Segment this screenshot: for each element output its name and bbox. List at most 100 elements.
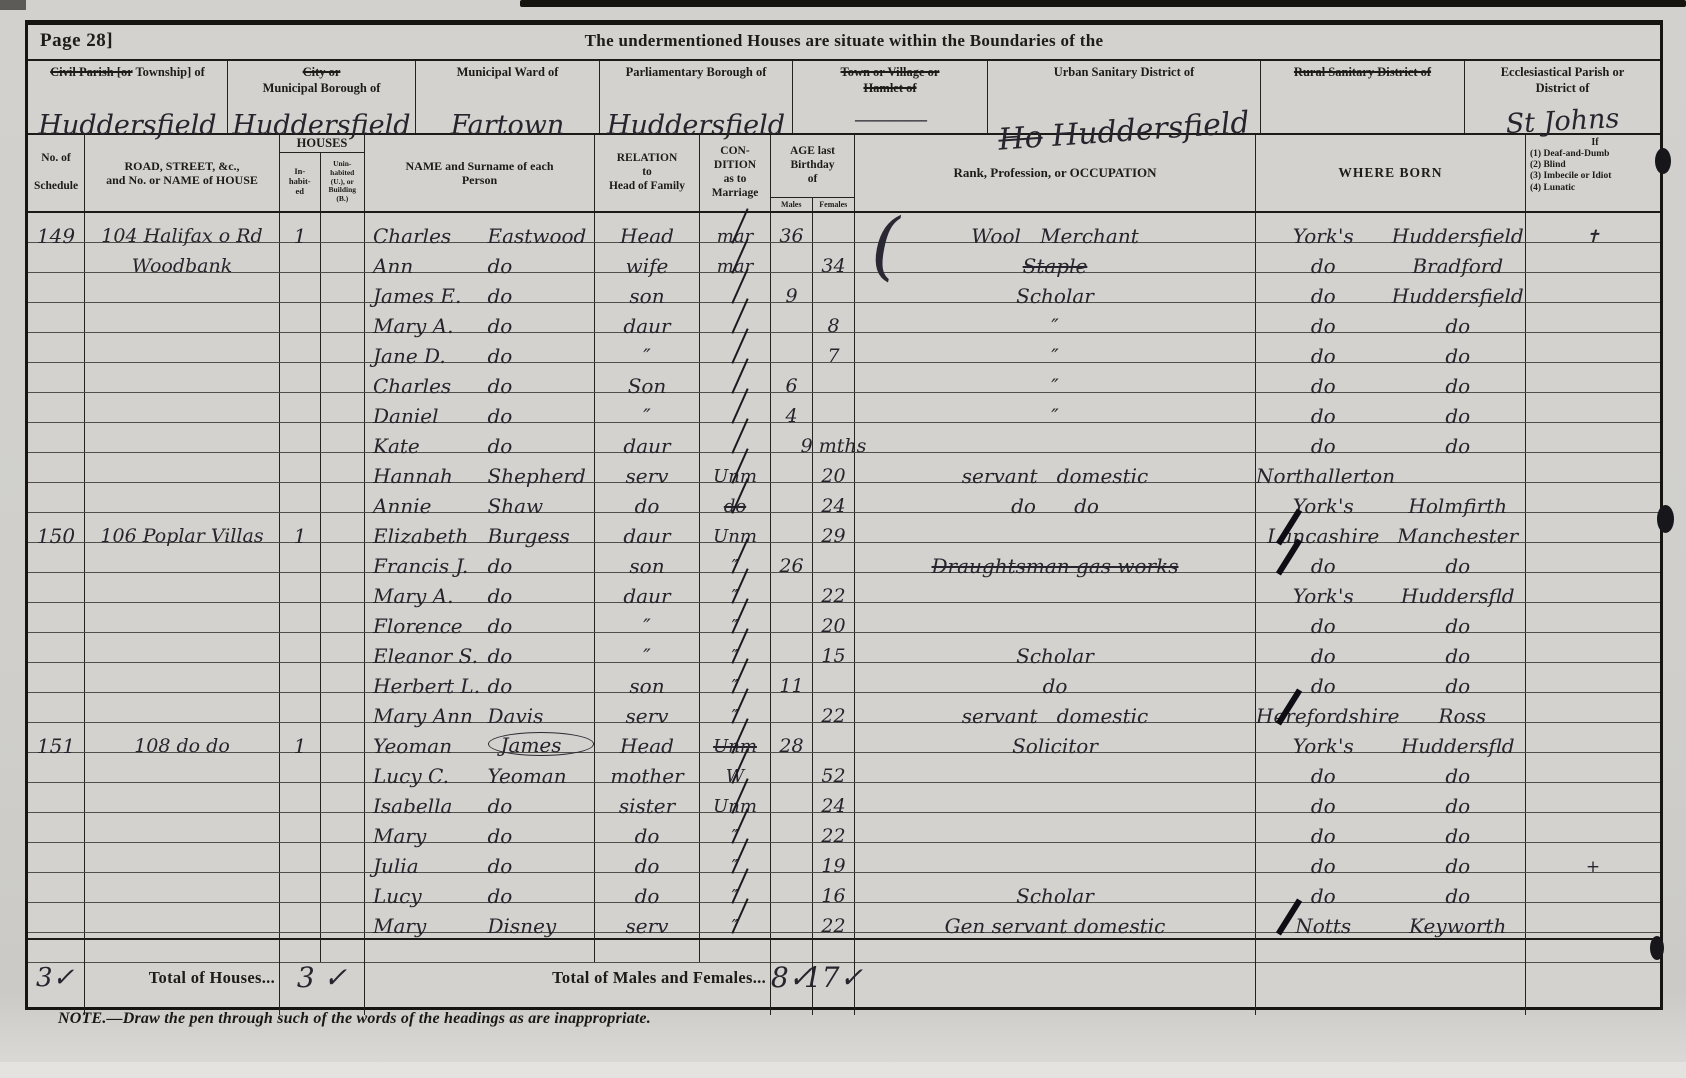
person-given-name: Herbert L. [373, 674, 481, 698]
table-row: Daniel do ″ 4 ″ do do [28, 393, 1660, 428]
table-row: Woodbank Ann do wife mar 34 Staple [28, 243, 1660, 277]
table-row: Florence do ″ ″ 20 do do [28, 603, 1660, 638]
condition-cell [700, 363, 771, 392]
schedule-number: 149 [36, 224, 76, 248]
district-value-text: Huddersfield [232, 110, 411, 141]
occupation-cell: ″ [855, 363, 1256, 396]
where-born-cell: do do [1256, 753, 1526, 786]
person-given-name: Annie [373, 494, 432, 518]
birth-place: Huddersfield [1391, 284, 1524, 308]
occupation-cell [855, 423, 1256, 452]
person-surname: Davis [487, 704, 544, 728]
where-born-cell: do do [1256, 303, 1526, 336]
person-surname: Eastwood [487, 224, 587, 248]
district-headings-row: Civil Parish [or Township] of Huddersfie… [28, 61, 1660, 158]
table-row: Hannah Shepherd serv Unm 20 servant dome… [28, 453, 1660, 488]
relation-to-head: ″ [643, 344, 651, 368]
birth-county: do [1310, 344, 1336, 368]
total-houses-label: Total of Houses... [85, 940, 280, 1015]
houses-uninhabited-cell [321, 483, 365, 512]
where-born-cell: do do [1256, 873, 1526, 906]
occupation-text: ″ [1051, 344, 1059, 368]
district-heading: Rural Sanitary District of [1261, 61, 1464, 81]
district-value-text: St Johns [1504, 103, 1621, 140]
birth-county: do [1310, 314, 1336, 338]
occupation-text: servant domestic [961, 464, 1149, 488]
name-cell: Charles do [365, 363, 595, 396]
birth-place: Manchester [1397, 524, 1519, 548]
relation-to-head: do [634, 854, 660, 878]
district-heading-text: Parliamentary Borough of [625, 65, 767, 79]
total-houses-value: 3 ✓ [280, 940, 365, 1015]
relation-to-head: Head [619, 224, 674, 248]
where-born-cell: Notts Keyworth [1256, 903, 1526, 936]
birth-place: do [1445, 404, 1471, 428]
table-row: Lucy C. Yeoman mother W 52 do do [28, 753, 1660, 786]
person-surname: Burgess [487, 524, 570, 548]
district-heading: City or Municipal Borough of [228, 61, 415, 96]
person-surname: do [487, 344, 513, 368]
district-cell: Rural Sanitary District of [1261, 61, 1465, 133]
person-given-name: Daniel [373, 404, 439, 428]
condition-cell: ″ [700, 903, 771, 936]
where-born-cell: do do [1256, 423, 1526, 456]
district-value-text: Huddersfield [606, 110, 786, 141]
occupation-cell [855, 573, 1256, 602]
colhead-infirmities: If (1) Deaf-and-Dumb (2) Blind (3) Imbec… [1526, 135, 1660, 211]
birth-place: Holmfirth [1408, 494, 1508, 518]
district-value-handwritten: ———— [793, 107, 987, 131]
district-value-text: Fartown [450, 110, 565, 141]
occupation-cell: do [855, 663, 1256, 696]
age-female: 34 [821, 255, 846, 277]
birth-place: do [1445, 554, 1471, 578]
name-cell: Mary Disney [365, 903, 595, 936]
relation-to-head: son [629, 284, 665, 308]
person-surname: do [487, 644, 513, 668]
name-cell: Yeoman James [365, 723, 595, 756]
district-heading-text: Ecclesiastical Parish or District of [1500, 65, 1625, 95]
name-cell: Annie Shaw [365, 483, 595, 516]
district-cell: Ecclesiastical Parish or District of St … [1465, 61, 1660, 140]
name-cell: Julia do [365, 843, 595, 876]
district-value-handwritten: Huddersfield [228, 110, 415, 141]
relation-to-head: daur [623, 434, 671, 458]
where-born-cell: do Huddersfield [1256, 273, 1526, 306]
houses-inhabited-mark: 1 [293, 224, 307, 248]
name-cell [365, 933, 595, 962]
name-cell: James E. do [365, 273, 595, 306]
colhead-inhabited: In- habit- ed [280, 153, 321, 211]
age-female: 24 [821, 495, 846, 517]
houses-uninhabited-cell [321, 723, 365, 752]
houses-uninhabited-cell [321, 873, 365, 902]
condition-cell: ″ [700, 873, 771, 906]
page-number: Page 28] [40, 30, 114, 51]
scan-edge-strip [0, 1062, 1686, 1078]
district-heading-text: Township] of [132, 65, 205, 79]
total-males-value: 8✓ [771, 940, 813, 1015]
occupation-cell: ″ [855, 303, 1256, 336]
table-row: Charles do Son 6 ″ do do [28, 363, 1660, 398]
occupation-text: do [1042, 674, 1068, 698]
totals-empty-occupation [855, 940, 1256, 1015]
houses-uninhabited-cell [321, 573, 365, 602]
birth-county: do [1310, 374, 1336, 398]
name-cell: Lucy C. Yeoman [365, 753, 595, 786]
occupation-text: Scholar [1016, 644, 1094, 668]
table-row: Herbert L. do son ″ 11 do do do [28, 663, 1660, 698]
age-male: 6 [785, 375, 798, 397]
condition-cell: ″ [700, 813, 771, 846]
birth-county: do [1310, 824, 1336, 848]
condition-cell: ″ [700, 603, 771, 636]
age-female: 22 [821, 915, 846, 937]
houses-uninhabited-cell [321, 813, 365, 842]
occupation-cell: Gen servant domestic [855, 903, 1256, 936]
condition-cell: ″ [700, 663, 771, 696]
occupation-cell [855, 843, 1256, 872]
name-cell: Mary A. do [365, 573, 595, 606]
table-row: Lucy do do ″ 16 Scholar do do [28, 873, 1660, 907]
relation-to-head: ″ [643, 614, 651, 638]
condition-cell: ″ [700, 633, 771, 666]
person-surname: James [487, 732, 594, 756]
age-male: 9 [785, 285, 798, 307]
age-female: 16 [821, 885, 846, 907]
